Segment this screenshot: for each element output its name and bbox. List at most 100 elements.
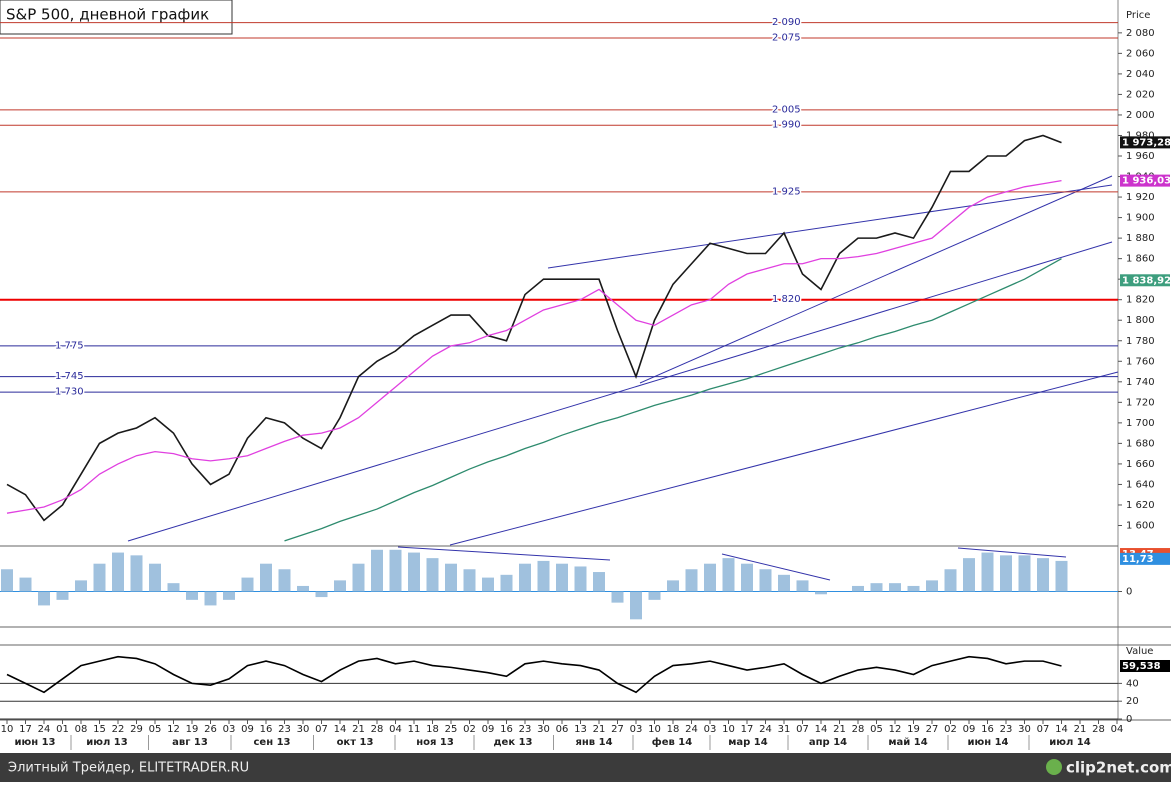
bar xyxy=(315,591,328,598)
x-tick-label: 06 xyxy=(556,724,569,735)
level-label: 1 775 xyxy=(55,340,84,351)
y-tick-label: 1 640 xyxy=(1126,479,1155,490)
month-label: ноя 13 xyxy=(416,737,454,748)
trend-line xyxy=(449,371,1119,546)
y-tick-label: 0 xyxy=(1126,714,1132,725)
x-tick-label: 19 xyxy=(186,724,199,735)
y-tick-label: 2 040 xyxy=(1126,69,1155,80)
bar xyxy=(56,591,69,600)
x-tick-label: 14 xyxy=(334,724,347,735)
month-label: июл 13 xyxy=(86,737,127,748)
x-tick-label: 15 xyxy=(93,724,106,735)
x-tick-label: 24 xyxy=(759,724,772,735)
bar xyxy=(667,580,679,592)
x-tick-label: 04 xyxy=(1111,724,1124,735)
value-marker xyxy=(1120,552,1170,565)
bar xyxy=(167,583,180,592)
bar xyxy=(352,563,365,592)
axis-title: Value xyxy=(1126,646,1153,657)
x-tick-label: 14 xyxy=(815,724,828,735)
bar xyxy=(500,574,513,592)
x-tick-label: 19 xyxy=(907,724,920,735)
x-tick-label: 09 xyxy=(963,724,976,735)
y-tick-label: 0 xyxy=(1126,587,1132,598)
x-tick-label: 05 xyxy=(149,724,162,735)
bar xyxy=(186,591,198,600)
y-tick-label: 2 080 xyxy=(1126,28,1155,39)
bar xyxy=(519,563,531,592)
x-tick-label: 14 xyxy=(1055,724,1068,735)
month-label: июн 13 xyxy=(14,737,55,748)
axis-title: Price xyxy=(1126,10,1150,21)
bar xyxy=(408,552,420,592)
x-tick-label: 30 xyxy=(297,724,310,735)
x-tick-label: 01 xyxy=(56,724,69,735)
x-tick-label: 11 xyxy=(408,724,421,735)
x-tick-label: 25 xyxy=(445,724,458,735)
level-label: 1 745 xyxy=(55,371,84,382)
x-tick-label: 07 xyxy=(1037,724,1050,735)
x-tick-label: 30 xyxy=(537,724,550,735)
bar xyxy=(371,549,383,592)
bar xyxy=(611,591,624,603)
trend-lines xyxy=(127,175,1119,581)
y-tick-label: 1 680 xyxy=(1126,438,1155,449)
trend-line xyxy=(547,184,1113,269)
x-tick-label: 23 xyxy=(278,724,291,735)
x-tick-label: 28 xyxy=(371,724,384,735)
month-label: май 14 xyxy=(888,737,927,748)
x-tick-label: 23 xyxy=(1000,724,1013,735)
value-marker-label: 11,73 xyxy=(1122,554,1154,565)
bar xyxy=(75,580,87,592)
trend-line xyxy=(127,241,1113,542)
value-marker xyxy=(1120,136,1170,149)
bar xyxy=(778,574,790,592)
x-tick-label: 24 xyxy=(685,724,698,735)
trend-line xyxy=(721,553,831,581)
bar xyxy=(1037,558,1049,592)
y-tick-label: 1 800 xyxy=(1126,315,1155,326)
y-tick-label: 2 060 xyxy=(1126,48,1155,59)
bar xyxy=(537,560,550,592)
trend-line xyxy=(639,175,1113,384)
y-tick-label: 40 xyxy=(1126,678,1139,689)
title-box xyxy=(0,0,233,35)
bar xyxy=(278,569,291,592)
bar xyxy=(907,585,920,592)
y-tick-label: 1 920 xyxy=(1126,192,1155,203)
bar xyxy=(759,569,772,592)
level-label: 2 005 xyxy=(772,104,801,115)
x-tick-label: 27 xyxy=(611,724,624,735)
x-tick-label: 29 xyxy=(130,724,143,735)
y-tick-label: 1 760 xyxy=(1126,356,1155,367)
x-tick-label: 21 xyxy=(593,724,606,735)
series-line xyxy=(6,134,1062,522)
bar xyxy=(704,563,716,592)
x-tick-label: 16 xyxy=(500,724,513,735)
bar xyxy=(1000,555,1012,592)
x-tick-label: 07 xyxy=(796,724,809,735)
x-tick-label: 17 xyxy=(741,724,754,735)
x-tick-label: 28 xyxy=(852,724,865,735)
level-label: 1 730 xyxy=(55,387,84,398)
x-tick-label: 03 xyxy=(704,724,717,735)
bar xyxy=(685,569,698,592)
value-marker xyxy=(1120,174,1170,187)
bar xyxy=(204,591,217,606)
y-tick-label: 20 xyxy=(1126,696,1139,707)
x-tick-label: 10 xyxy=(648,724,661,735)
month-label: сен 13 xyxy=(253,737,290,748)
x-tick-label: 27 xyxy=(926,724,939,735)
bar xyxy=(815,591,827,595)
month-label: янв 14 xyxy=(575,737,612,748)
bar xyxy=(981,552,994,592)
x-tick-label: 08 xyxy=(75,724,88,735)
bar xyxy=(1,569,13,592)
bar xyxy=(722,558,735,592)
level-label: 1 820 xyxy=(772,294,801,305)
bar xyxy=(260,563,272,592)
value-marker-label: 1 973,28 xyxy=(1122,137,1171,148)
x-tick-label: 10 xyxy=(722,724,735,735)
